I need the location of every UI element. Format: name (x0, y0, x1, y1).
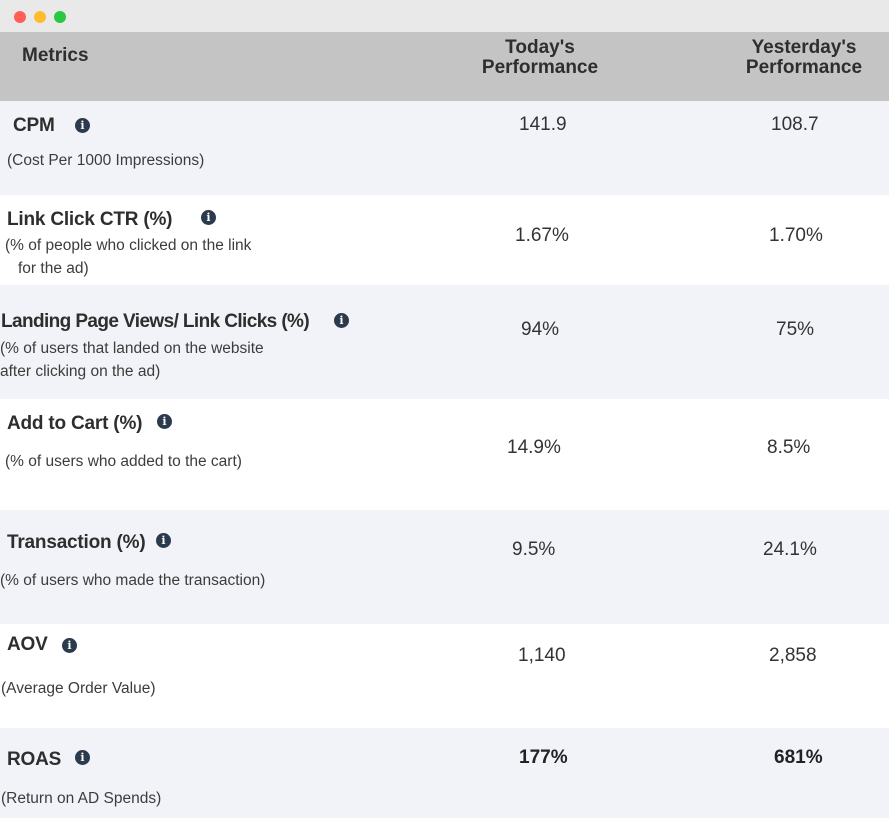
yesterday-value: 108.7 (771, 114, 819, 135)
table-header: Metrics Today's Performance Yesterday's … (0, 32, 889, 101)
metric-name: CPM (13, 115, 55, 136)
today-value: 1.67% (515, 225, 569, 246)
header-yesterday-performance: Yesterday's Performance (745, 37, 863, 78)
yesterday-value: 1.70% (769, 225, 823, 246)
table-row-landing-page-views: Landing Page Views/ Link Clicks (%) i (%… (0, 285, 889, 399)
table-row-link-click-ctr: Link Click CTR (%) i (% of people who cl… (0, 195, 889, 285)
info-icon[interactable]: i (334, 313, 349, 328)
metric-description: (% of people who clicked on the link for… (5, 237, 252, 277)
metric-description: (% of users that landed on the website a… (0, 340, 264, 380)
metric-name: Transaction (%) (7, 532, 146, 553)
yesterday-value: 8.5% (767, 437, 811, 458)
close-window-button[interactable] (14, 11, 26, 23)
metric-name: AOV (7, 634, 48, 655)
metric-name: Add to Cart (%) (7, 413, 143, 434)
yesterday-value: 24.1% (763, 539, 817, 560)
metric-description: (Return on AD Spends) (1, 790, 162, 807)
table-row-transaction: Transaction (%) i (% of users who made t… (0, 510, 889, 624)
metric-description: (Average Order Value) (1, 680, 156, 697)
window-titlebar (0, 0, 889, 32)
info-icon[interactable]: i (157, 414, 172, 429)
table-row-aov: AOV i (Average Order Value) 1,140 2,858 (0, 624, 889, 728)
table-row-roas: ROAS i (Return on AD Spends) 177% 681% (0, 728, 889, 818)
table-row-add-to-cart: Add to Cart (%) i (% of users who added … (0, 399, 889, 510)
info-icon[interactable]: i (201, 210, 216, 225)
metric-description: (% of users who added to the cart) (5, 453, 242, 470)
yesterday-value: 75% (776, 319, 815, 340)
today-value: 9.5% (512, 539, 556, 560)
info-icon[interactable]: i (156, 533, 171, 548)
header-today-performance: Today's Performance (481, 37, 599, 78)
today-value: 1,140 (518, 645, 566, 666)
metric-name: ROAS (7, 749, 62, 770)
today-value: 14.9% (507, 437, 561, 458)
maximize-window-button[interactable] (54, 11, 66, 23)
metric-description: (Cost Per 1000 Impressions) (7, 152, 205, 169)
table-row-cpm: CPM i (Cost Per 1000 Impressions) 141.9 … (0, 101, 889, 195)
today-value: 141.9 (519, 114, 567, 135)
metric-description: (% of users who made the transaction) (0, 572, 266, 589)
metric-name: Link Click CTR (%) (7, 209, 173, 230)
yesterday-value: 2,858 (769, 645, 817, 666)
today-value: 94% (521, 319, 560, 340)
metric-name: Landing Page Views/ Link Clicks (%) (1, 311, 310, 332)
info-icon[interactable]: i (75, 750, 90, 765)
today-value: 177% (519, 747, 568, 768)
info-icon[interactable]: i (75, 118, 90, 133)
yesterday-value: 681% (774, 747, 823, 768)
minimize-window-button[interactable] (34, 11, 46, 23)
info-icon[interactable]: i (62, 638, 77, 653)
header-metrics: Metrics (22, 45, 89, 66)
